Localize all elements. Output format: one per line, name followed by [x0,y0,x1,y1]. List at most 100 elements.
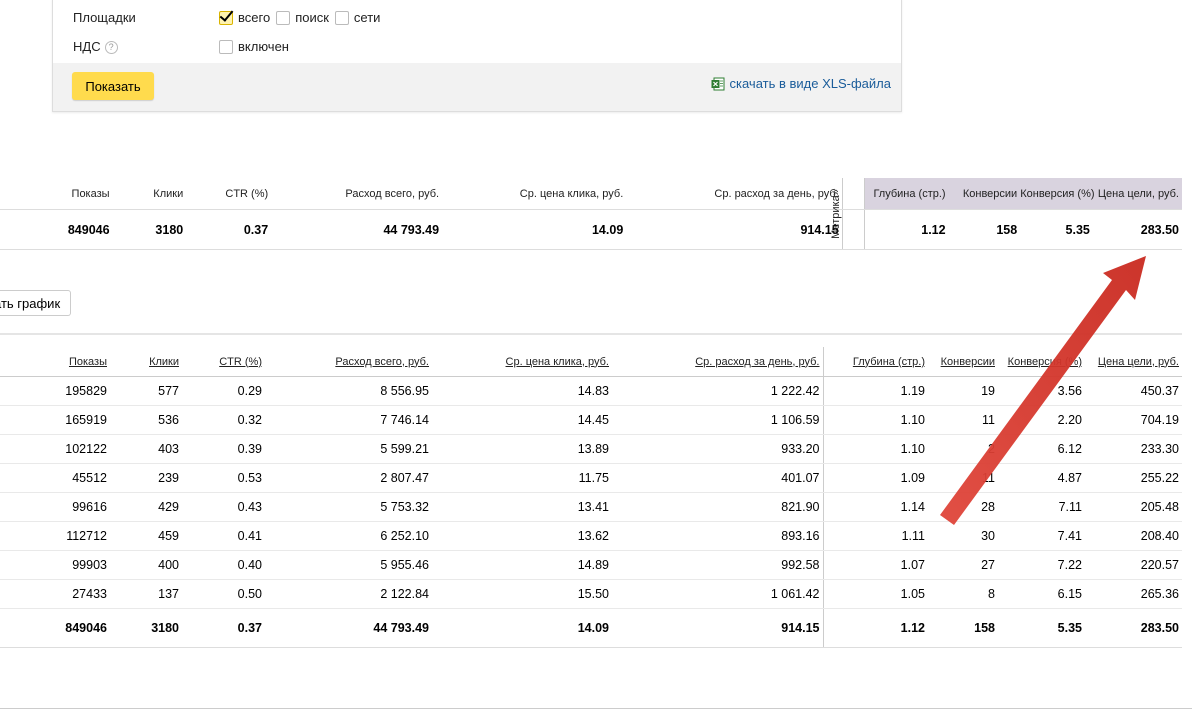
table-row: 45512 239 0.53 2 807.47 11.75 401.07 1.09 11 4.8… [0,463,1182,493]
platform-search-label[interactable]: поиск [295,10,329,25]
table-cell: 821.90 [612,492,824,522]
table-cell: 704.19 [1085,405,1182,435]
summary-col-daily-spend: Ср. расход за день, руб. [626,178,843,210]
table-cell: 8 [928,579,998,609]
summary-cell: 3180 [112,209,187,250]
sort-link[interactable]: Конверсия (%) [1007,355,1082,368]
table-cell: 255.22 [1085,463,1182,493]
table-cell: 1 106.59 [612,405,824,435]
table-cell: 99903 [0,550,110,580]
table-cell: 11 [928,405,998,435]
summary-cell: 914.15 [626,209,843,250]
detail-col-goal-cost[interactable]: Цена цели, руб. [1085,347,1182,377]
bottom-divider [0,708,1192,709]
metrika-toggle-tab[interactable]: Метрика» [826,180,846,248]
table-cell: 1.05 [823,579,928,609]
sort-link[interactable]: Цена цели, руб. [1097,355,1179,368]
sort-link[interactable]: Ср. расход за день, руб. [695,355,820,368]
table-cell: 13.41 [432,492,612,522]
sort-link[interactable]: Ср. цена клика, руб. [505,355,609,368]
table-cell: 2 122.84 [265,579,432,609]
platforms-label: Площадки [73,10,136,25]
table-cell: 220.57 [1085,550,1182,580]
excel-file-icon [711,77,724,90]
platform-networks-checkbox[interactable] [334,10,349,25]
table-cell: 849046 [0,608,110,648]
table-cell: 265.36 [1085,579,1182,609]
table-cell: 239 [110,463,182,493]
sort-link[interactable]: Конверсии [940,355,995,368]
total-row: 849046 3180 0.37 44 793.49 14.09 914.15 1.12 15… [0,608,1182,648]
platform-all-checkbox[interactable] [219,10,233,25]
table-cell: 400 [110,550,182,580]
platform-networks-label[interactable]: сети [353,10,381,25]
table-row: 195829 577 0.29 8 556.95 14.83 1 222.42 1.19 19… [0,376,1182,406]
detail-col-impressions[interactable]: Показы [0,347,110,377]
detail-col-ctr[interactable]: CTR (%) [182,347,265,377]
download-xls-link[interactable]: скачать в виде XLS-файла [711,76,892,91]
table-cell: 1.07 [823,550,928,580]
table-cell: 1 222.42 [612,376,824,406]
table-cell: 992.58 [612,550,824,580]
table-cell: 1.09 [823,463,928,493]
sort-link[interactable]: Клики [149,355,179,368]
table-cell: 137 [110,579,182,609]
table-cell: 27433 [0,579,110,609]
detail-table: Показы Клики CTR (%) Расход всего, руб. Ср. … [0,347,1182,648]
table-cell: 1.19 [823,376,928,406]
detail-col-depth[interactable]: Глубина (стр.) [823,347,928,377]
detail-col-daily-spend[interactable]: Ср. расход за день, руб. [612,347,824,377]
section-divider [0,333,1182,335]
summary-col-goal-cost: Цена цели, руб. [1092,178,1182,210]
table-row: 99616 429 0.43 5 753.32 13.41 821.90 1.14 28 7.1… [0,492,1182,522]
table-cell: 0.43 [182,492,265,522]
vat-label: НДС [73,39,101,54]
sort-link[interactable]: Глубина (стр.) [852,355,925,368]
detail-col-cpc[interactable]: Ср. цена клика, руб. [432,347,612,377]
vat-option-label[interactable]: включен [238,39,289,54]
table-cell: 5 955.46 [265,550,432,580]
metrika-tab-label[interactable]: Метрика» [830,189,843,239]
sort-link[interactable]: Расход всего, руб. [335,355,429,368]
table-cell: 14.09 [432,608,612,648]
table-cell: 102122 [0,434,110,464]
table-cell: 1.14 [823,492,928,522]
table-cell: 1.12 [823,608,928,648]
table-cell: 13.62 [432,521,612,551]
sort-link[interactable]: CTR (%) [219,355,262,368]
detail-col-clicks[interactable]: Клики [110,347,182,377]
table-cell: 11 [928,463,998,493]
filter-panel-footer: Показать скачать в виде XLS-файла [53,63,901,111]
table-cell: 2.20 [998,405,1085,435]
table-cell: 5 599.21 [265,434,432,464]
table-cell: 3180 [110,608,182,648]
vat-checkbox[interactable] [219,39,233,54]
table-cell: 45512 [0,463,110,493]
sort-link[interactable]: Показы [68,355,107,368]
table-cell: 577 [110,376,182,406]
detail-col-conversion-rate[interactable]: Конверсия (%) [998,347,1085,377]
download-xls-text[interactable]: скачать в виде XLS-файла [729,76,892,91]
detail-col-conversions[interactable]: Конверсии [928,347,998,377]
table-cell: 6.12 [998,434,1085,464]
table-cell: 429 [110,492,182,522]
table-cell: 195829 [0,376,110,406]
table-cell: 2 [928,434,998,464]
table-cell: 1 061.42 [612,579,824,609]
summary-cell: 14.09 [442,209,627,250]
summary-col-clicks: Клики [112,178,187,210]
help-icon[interactable]: ? [104,41,118,54]
table-row: 165919 536 0.32 7 746.14 14.45 1 106.59 1.10 11… [0,405,1182,435]
detail-header-row: Показы Клики CTR (%) Расход всего, руб. Ср. … [0,347,1182,377]
detail-col-spend[interactable]: Расход всего, руб. [265,347,432,377]
table-cell: 7.22 [998,550,1085,580]
platform-all-label[interactable]: всего [238,10,271,25]
show-button[interactable]: Показать [72,72,154,100]
table-cell: 5.35 [998,608,1085,648]
platform-search-checkbox[interactable] [276,10,291,25]
show-graph-button[interactable]: ать график [0,290,72,316]
table-cell: 27 [928,550,998,580]
table-cell: 1.10 [823,434,928,464]
table-cell: 205.48 [1085,492,1182,522]
table-cell: 44 793.49 [265,608,432,648]
